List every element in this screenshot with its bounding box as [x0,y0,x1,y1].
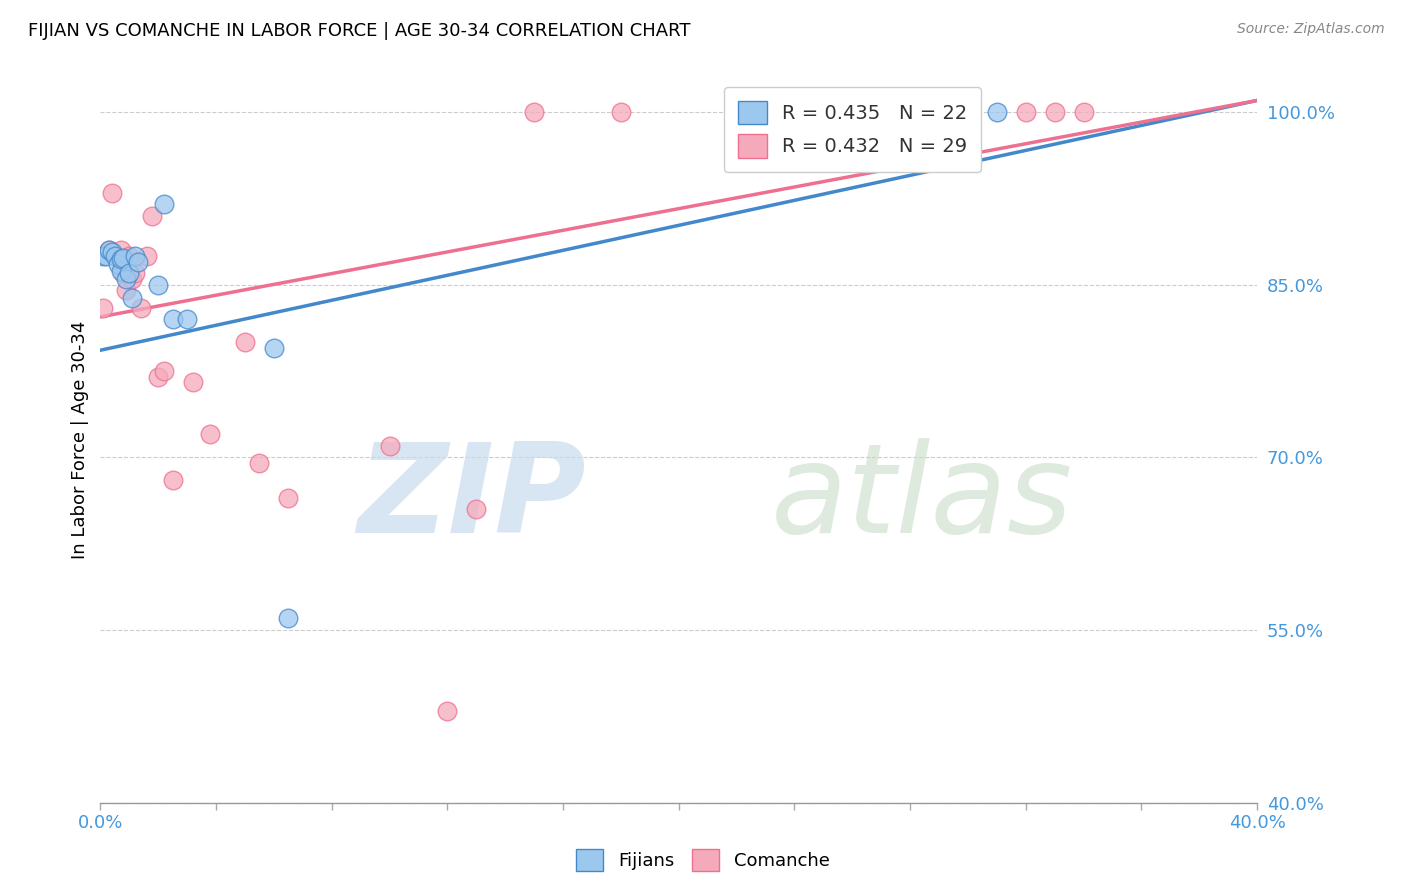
Point [928,105,950,120]
Point [98,243,121,257]
Point [101,245,124,260]
Legend: R = 0.435   N = 22, R = 0.432   N = 29: R = 0.435 N = 22, R = 0.432 N = 29 [724,87,981,171]
Point [148,277,170,292]
Point [610,105,633,120]
Point [121,292,143,306]
Point [101,186,124,200]
Point [104,249,127,263]
Point [115,284,138,298]
Point [1043,105,1066,120]
Point [523,105,546,120]
Point [277,491,299,505]
Point [1073,105,1095,120]
Point [247,456,270,470]
Point [135,249,157,263]
Point [118,249,141,263]
Point [112,266,135,280]
Point [162,312,184,326]
Point [112,251,135,265]
Text: Source: ZipAtlas.com: Source: ZipAtlas.com [1237,22,1385,37]
Text: atlas: atlas [772,438,1073,558]
Point [378,439,401,453]
Point [110,252,132,267]
Point [129,301,152,315]
Point [200,427,222,442]
Point [115,272,138,286]
Point [436,704,458,718]
Point [181,376,204,390]
Point [98,243,121,257]
Text: FIJIAN VS COMANCHE IN LABOR FORCE | AGE 30-34 CORRELATION CHART: FIJIAN VS COMANCHE IN LABOR FORCE | AGE … [28,22,690,40]
Point [153,197,176,211]
Point [162,473,184,487]
Point [153,364,176,378]
Point [277,611,299,625]
Point [124,266,146,280]
Point [91,249,114,263]
Point [91,301,114,315]
Point [148,369,170,384]
Y-axis label: In Labor Force | Age 30-34: In Labor Force | Age 30-34 [72,321,89,559]
Point [127,254,149,268]
Point [233,335,256,350]
Point [141,209,163,223]
Point [118,266,141,280]
Point [121,272,143,286]
Point [263,341,285,355]
Point [176,312,198,326]
Point [107,257,129,271]
Point [104,249,127,263]
Legend: Fijians, Comanche: Fijians, Comanche [569,842,837,879]
Point [986,105,1008,120]
Point [110,264,132,278]
Point [110,243,132,257]
Text: ZIP: ZIP [357,438,586,558]
Point [124,249,146,263]
Point [94,249,117,263]
Point [465,502,488,516]
Point [1015,105,1038,120]
